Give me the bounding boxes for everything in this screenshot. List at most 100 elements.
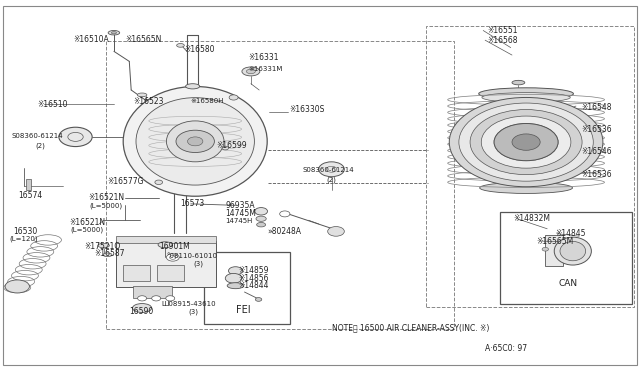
Text: ※16580: ※16580 bbox=[184, 45, 215, 54]
Ellipse shape bbox=[5, 280, 29, 293]
Bar bbox=[133, 286, 172, 298]
Ellipse shape bbox=[255, 298, 262, 301]
Ellipse shape bbox=[459, 103, 593, 181]
Ellipse shape bbox=[255, 208, 268, 215]
Text: 14745M: 14745M bbox=[225, 209, 256, 218]
Text: ※16546: ※16546 bbox=[581, 147, 612, 156]
Ellipse shape bbox=[481, 116, 571, 168]
Ellipse shape bbox=[482, 93, 570, 102]
Bar bbox=[500, 212, 632, 304]
Circle shape bbox=[166, 296, 175, 301]
Ellipse shape bbox=[256, 216, 266, 221]
Text: ※14859: ※14859 bbox=[238, 266, 269, 275]
Text: (3): (3) bbox=[193, 260, 204, 267]
Circle shape bbox=[319, 162, 344, 177]
Ellipse shape bbox=[103, 253, 112, 257]
Text: »80248A: »80248A bbox=[268, 227, 301, 236]
Text: ※14845: ※14845 bbox=[556, 229, 586, 238]
Text: ※16331M: ※16331M bbox=[248, 66, 283, 72]
Text: NOTE； 16500 AIR CLEANER-ASSY(INC. ※): NOTE； 16500 AIR CLEANER-ASSY(INC. ※) bbox=[332, 324, 489, 333]
Text: FEI: FEI bbox=[236, 305, 250, 314]
Text: A·65C0: 97: A·65C0: 97 bbox=[485, 344, 527, 353]
Ellipse shape bbox=[257, 222, 266, 227]
Ellipse shape bbox=[166, 121, 224, 162]
Circle shape bbox=[138, 296, 147, 301]
Text: (L=5000): (L=5000) bbox=[90, 202, 123, 209]
Text: ※16580H: ※16580H bbox=[191, 98, 224, 104]
Bar bbox=[123, 265, 150, 281]
Text: (L=120): (L=120) bbox=[10, 235, 38, 242]
Ellipse shape bbox=[560, 241, 586, 261]
Text: (3): (3) bbox=[189, 308, 199, 315]
Bar bbox=[157, 265, 184, 281]
Text: CAN: CAN bbox=[558, 279, 577, 288]
Text: Ш08915-43610: Ш08915-43610 bbox=[161, 301, 216, 307]
Circle shape bbox=[152, 296, 161, 301]
Circle shape bbox=[166, 254, 179, 261]
Text: ※14856: ※14856 bbox=[238, 274, 269, 283]
Text: ※16510: ※16510 bbox=[37, 100, 68, 109]
Bar bbox=[26, 179, 31, 190]
Text: ※16330S: ※16330S bbox=[289, 105, 324, 114]
Text: ※16587: ※16587 bbox=[95, 249, 125, 258]
Text: ※16565M: ※16565M bbox=[536, 237, 573, 246]
Text: ※14832M: ※14832M bbox=[513, 214, 550, 223]
Ellipse shape bbox=[111, 32, 116, 34]
Bar bbox=[116, 236, 216, 243]
Ellipse shape bbox=[155, 180, 163, 185]
Text: 16530: 16530 bbox=[13, 227, 37, 236]
Text: ※16599: ※16599 bbox=[216, 141, 247, 150]
Text: ※16521N: ※16521N bbox=[88, 193, 124, 202]
Bar bbox=[116, 241, 216, 287]
Text: ※14844: ※14844 bbox=[238, 281, 269, 290]
Text: 16590: 16590 bbox=[129, 307, 154, 316]
Ellipse shape bbox=[158, 242, 172, 248]
Ellipse shape bbox=[512, 80, 525, 85]
Ellipse shape bbox=[229, 95, 238, 100]
Circle shape bbox=[225, 273, 242, 283]
Circle shape bbox=[280, 211, 290, 217]
Text: °08110-61010: °08110-61010 bbox=[166, 253, 218, 259]
Ellipse shape bbox=[246, 69, 255, 74]
Ellipse shape bbox=[186, 84, 200, 89]
Ellipse shape bbox=[138, 93, 147, 97]
Ellipse shape bbox=[470, 109, 582, 175]
Text: (2): (2) bbox=[35, 142, 45, 149]
Ellipse shape bbox=[136, 98, 254, 185]
Text: ※16536: ※16536 bbox=[581, 170, 612, 179]
Text: (2): (2) bbox=[326, 176, 336, 183]
Ellipse shape bbox=[227, 283, 244, 289]
Text: 96935A: 96935A bbox=[225, 201, 255, 210]
Ellipse shape bbox=[242, 67, 260, 76]
Ellipse shape bbox=[542, 247, 548, 251]
Text: ※16551: ※16551 bbox=[488, 26, 518, 35]
Text: 16573: 16573 bbox=[180, 199, 205, 208]
Ellipse shape bbox=[222, 146, 228, 150]
Bar bbox=[545, 235, 563, 266]
Ellipse shape bbox=[108, 31, 120, 35]
Bar bbox=[426, 26, 634, 307]
Ellipse shape bbox=[554, 237, 591, 265]
Text: 14745H: 14745H bbox=[225, 218, 253, 224]
Text: ※17521Q: ※17521Q bbox=[84, 242, 121, 251]
Circle shape bbox=[512, 134, 540, 150]
Bar bbox=[106, 41, 454, 329]
Text: ※16565N: ※16565N bbox=[125, 35, 161, 44]
Text: S08360-61214: S08360-61214 bbox=[12, 133, 63, 139]
Circle shape bbox=[328, 227, 344, 236]
Ellipse shape bbox=[123, 87, 268, 196]
Text: (L=5000): (L=5000) bbox=[70, 227, 104, 233]
Ellipse shape bbox=[479, 88, 573, 100]
Bar bbox=[204, 252, 290, 324]
Text: ※16521N: ※16521N bbox=[69, 218, 105, 227]
Text: ※16577G: ※16577G bbox=[108, 177, 144, 186]
Ellipse shape bbox=[449, 97, 603, 187]
Circle shape bbox=[494, 124, 558, 161]
Ellipse shape bbox=[480, 182, 572, 193]
Text: ※16548: ※16548 bbox=[581, 103, 612, 112]
Text: ※16510A: ※16510A bbox=[74, 35, 109, 44]
Text: 16574: 16574 bbox=[18, 191, 42, 200]
Ellipse shape bbox=[494, 124, 558, 161]
Circle shape bbox=[228, 267, 243, 275]
Ellipse shape bbox=[132, 304, 152, 312]
